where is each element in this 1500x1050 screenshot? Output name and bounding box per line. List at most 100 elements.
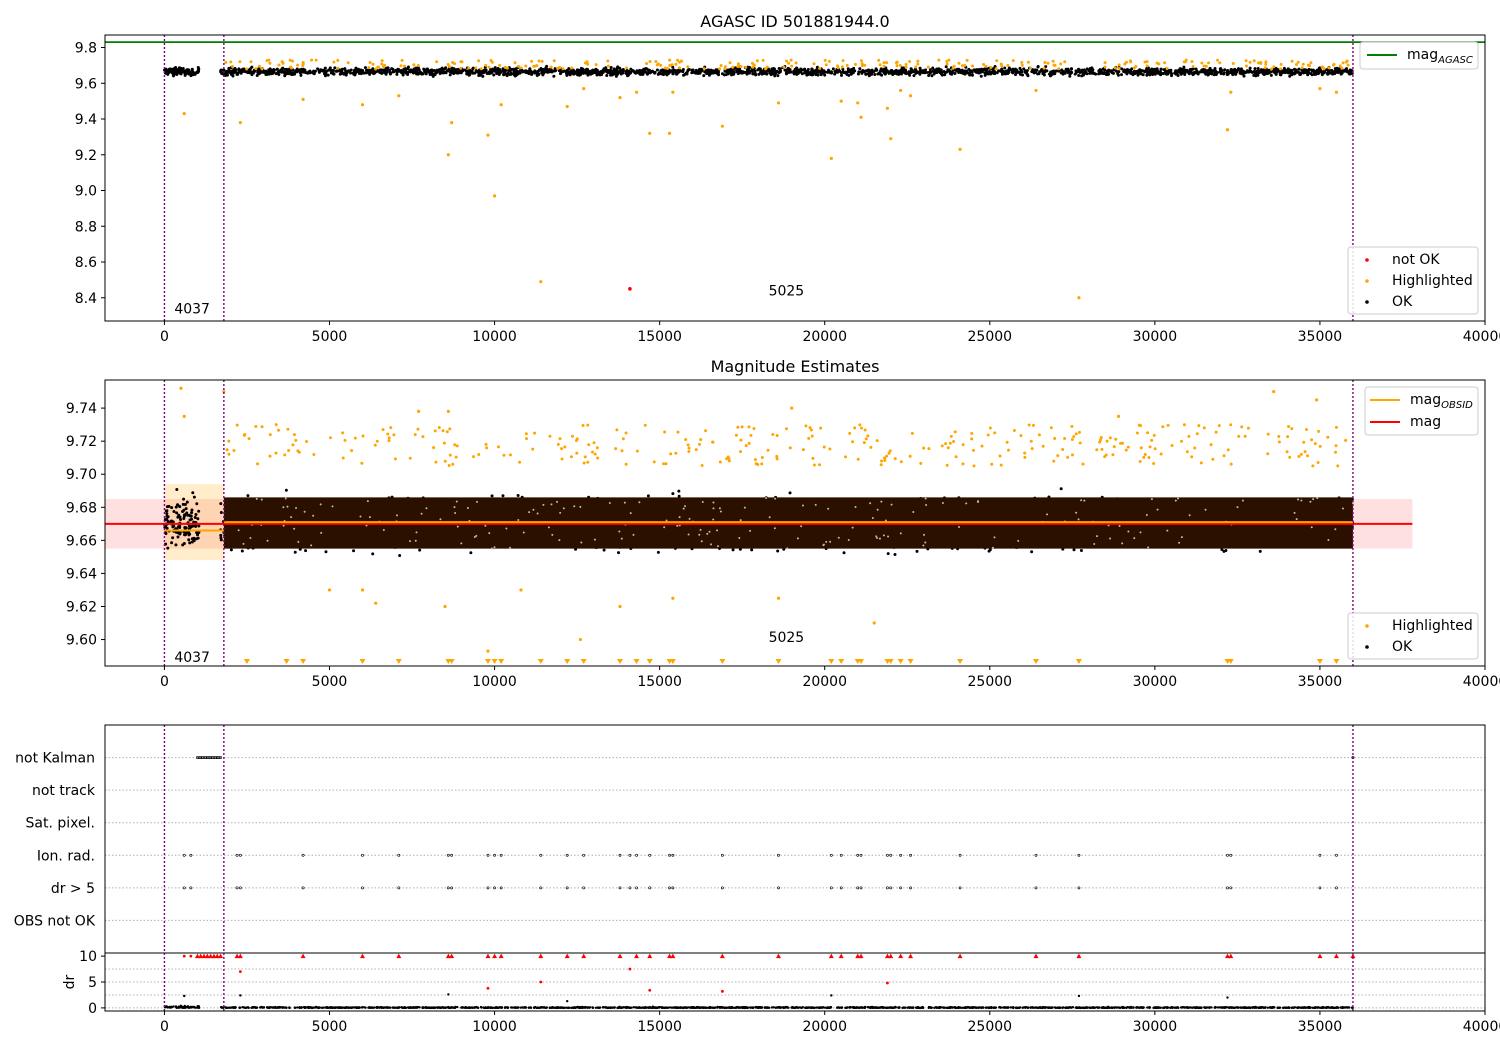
highlighted-point (618, 95, 622, 100)
highlighted-point (416, 64, 420, 68)
x-tick-label: 10000 (472, 329, 517, 345)
ok-point (923, 71, 927, 75)
ok-point (363, 66, 367, 70)
ok-point (638, 68, 642, 72)
ok-point (552, 74, 556, 78)
ok-point (501, 69, 505, 73)
ok-point (731, 548, 735, 552)
highlighted-point (1006, 63, 1010, 67)
highlighted-point (1231, 61, 1235, 65)
highlighted-point (540, 59, 544, 63)
highlighted-point (982, 63, 986, 67)
ok-point (176, 503, 180, 507)
ok-point (175, 488, 179, 492)
ok-point (612, 67, 616, 71)
ok-point (1297, 67, 1301, 71)
highlighted-point (668, 64, 672, 68)
highlighted-point (782, 65, 786, 69)
ok-point (784, 72, 788, 76)
ok-point (579, 69, 583, 73)
ok-point (1300, 68, 1304, 72)
ok-point (810, 67, 814, 71)
ok-point (192, 495, 196, 499)
ok-point (219, 533, 223, 537)
highlighted-point (1042, 66, 1046, 70)
ok-point (902, 70, 906, 74)
ok-point (1233, 67, 1237, 71)
ok-point (516, 493, 520, 497)
ok-point (418, 548, 422, 552)
highlighted-point (654, 60, 658, 64)
panel-agasc-title: AGASC ID 501881944.0 (700, 12, 889, 31)
ok-point (299, 68, 303, 72)
highlighted-point (371, 62, 375, 66)
highlighted-point (1301, 62, 1305, 66)
highlighted-point (380, 62, 384, 66)
highlighted-point (945, 62, 949, 66)
highlighted-point (634, 90, 639, 94)
ok-point (225, 73, 229, 77)
ok-point (759, 69, 763, 73)
ok-point (181, 502, 185, 506)
ok-point (813, 69, 817, 73)
ok-point (283, 67, 287, 71)
ok-point (430, 71, 434, 75)
highlighted-point (1200, 61, 1204, 65)
ok-point (166, 546, 170, 550)
ok-point (844, 70, 848, 74)
ok-point (197, 509, 201, 513)
highlighted-point (1218, 61, 1222, 65)
ok-point (501, 494, 505, 498)
ok-point (242, 67, 246, 71)
ok-point (385, 69, 389, 73)
ok-point (1204, 72, 1208, 76)
highlighted-point (787, 61, 791, 65)
ok-point (1322, 71, 1326, 75)
ok-point (393, 69, 397, 73)
ok-point (705, 68, 709, 72)
highlighted-point (1309, 61, 1313, 65)
ok-point (1336, 69, 1340, 73)
ok-point (581, 71, 585, 75)
ok-point (1080, 70, 1084, 74)
ok-point (182, 497, 186, 501)
ok-point (750, 548, 754, 552)
highlighted-point (301, 97, 305, 101)
ok-point (229, 548, 233, 552)
highlighted-point (561, 67, 565, 71)
ok-point (427, 70, 431, 74)
ok-point (680, 69, 684, 73)
ok-point (444, 71, 448, 75)
ok-point (380, 71, 384, 75)
ok-point (864, 69, 868, 73)
highlighted-point (280, 60, 284, 64)
ok-point (803, 71, 807, 75)
highlighted-point (447, 65, 451, 69)
highlighted-point (360, 103, 365, 107)
highlighted-point (1248, 60, 1252, 64)
ok-point (1238, 71, 1242, 75)
ok-point (1215, 71, 1219, 75)
ok-point (492, 73, 496, 77)
ok-point (461, 69, 465, 73)
x-tick-label: 5000 (312, 329, 348, 345)
highlighted-point (789, 58, 793, 62)
ok-point (489, 71, 493, 75)
highlighted-point (916, 62, 920, 66)
highlighted-point (552, 59, 556, 63)
highlighted-point (877, 58, 881, 62)
highlighted-point (926, 65, 930, 69)
highlighted-point (723, 67, 727, 71)
ok-point (1022, 67, 1026, 71)
ok-point (873, 72, 877, 76)
ok-point (182, 508, 186, 512)
highlighted-point (984, 64, 988, 68)
ok-point (785, 69, 789, 73)
ok-point (172, 510, 176, 514)
ok-point (653, 70, 657, 74)
highlighted-point (878, 63, 882, 67)
ok-point (295, 70, 299, 74)
ok-point (789, 70, 793, 74)
ok-point (1153, 72, 1157, 76)
